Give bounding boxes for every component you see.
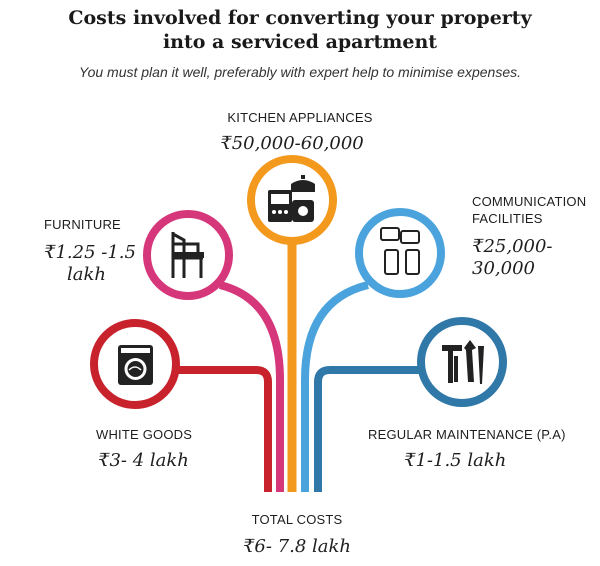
subtitle: You must plan it well, preferably with e… <box>79 64 521 80</box>
kitchen-circle <box>247 155 337 245</box>
kitchen-appliances-icon <box>268 175 315 222</box>
maintenance-circle <box>417 317 507 407</box>
white-goods-label: WHITE GOODS <box>96 427 193 442</box>
maintenance-value: ₹1-1.5 lakh <box>404 450 507 471</box>
maintenance-label: REGULAR MAINTENANCE (P.A) <box>368 427 566 442</box>
furniture-value-line-1: ₹1.25 -1.5 <box>44 242 136 263</box>
chair-icon <box>171 232 204 278</box>
white-goods-circle <box>90 319 180 409</box>
communication-circle <box>355 208 445 298</box>
white-goods-value: ₹3- 4 lakh <box>98 450 189 471</box>
furniture-circle <box>143 210 233 300</box>
furniture-value-line-2: lakh <box>67 264 106 285</box>
kitchen-label: KITCHEN APPLIANCES <box>227 110 373 125</box>
title-line-1: Costs involved for converting your prope… <box>68 7 532 29</box>
total-costs-label: TOTAL COSTS <box>251 512 343 527</box>
communication-value-line-2: 30,000 <box>472 258 535 279</box>
kitchen-value: ₹50,000-60,000 <box>220 133 364 154</box>
washing-machine-icon <box>118 345 153 385</box>
furniture-branch <box>218 281 284 492</box>
communication-label-line-2: FACILITIES <box>472 211 543 226</box>
total-costs-value: ₹6- 7.8 lakh <box>242 536 352 557</box>
communication-branch <box>301 281 370 492</box>
tools-icon <box>442 340 484 384</box>
white-goods-branch <box>178 366 272 492</box>
maintenance-branch <box>314 366 420 492</box>
phones-chat-icon <box>380 227 420 275</box>
communication-label-line-1: COMMUNICATION <box>472 194 587 209</box>
title-line-2: into a serviced apartment <box>162 31 438 53</box>
communication-value-line-1: ₹25,000- <box>472 236 553 257</box>
furniture-label: FURNITURE <box>44 217 121 232</box>
